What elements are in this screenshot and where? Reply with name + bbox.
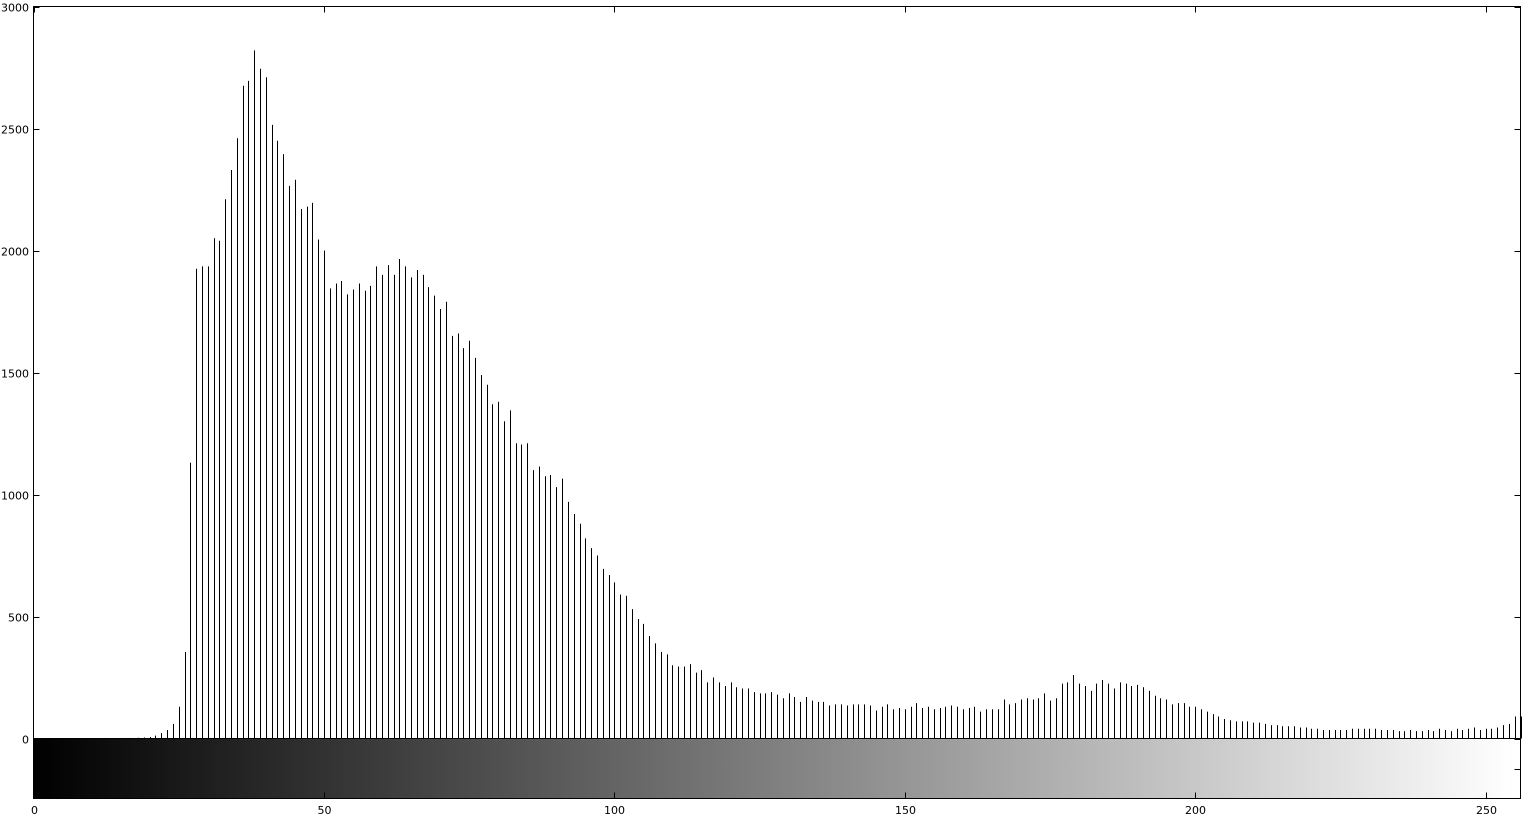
y-tick-label: 0 xyxy=(22,734,29,747)
y-tick-label: 2500 xyxy=(1,124,29,137)
x-tick-label: 200 xyxy=(1185,804,1206,816)
x-tick-label: 250 xyxy=(1476,804,1497,816)
histogram-bars xyxy=(121,50,1522,739)
plot-frame xyxy=(33,6,1521,799)
x-tick-label: 100 xyxy=(604,804,625,816)
y-tick-label: 2000 xyxy=(1,246,29,259)
x-tick-label: 0 xyxy=(31,804,38,816)
y-tick-label: 500 xyxy=(8,612,29,625)
grayscale-colorbar xyxy=(33,738,1515,799)
y-tick-label: 1000 xyxy=(1,490,29,503)
y-tick-label: 1500 xyxy=(1,368,29,381)
y-tick-label: 3000 xyxy=(1,2,29,15)
x-tick-label: 50 xyxy=(318,804,332,816)
axis-ticks xyxy=(33,6,1521,799)
x-tick-label: 150 xyxy=(895,804,916,816)
plot-background xyxy=(33,6,1521,799)
